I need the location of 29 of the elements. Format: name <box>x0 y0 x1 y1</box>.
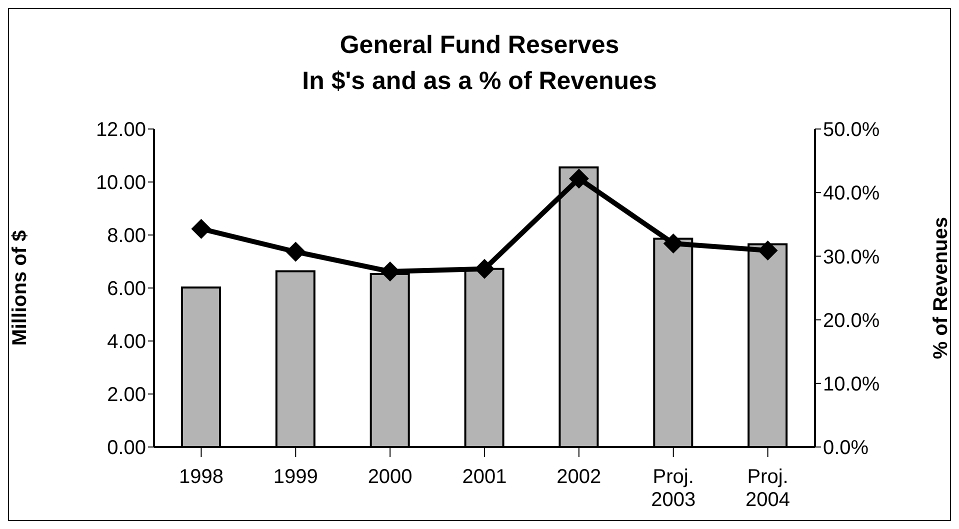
x-tick-label: 2001 <box>462 466 507 488</box>
y-tick-label: 8.00 <box>107 225 146 248</box>
y2-tick-label: 0.0% <box>823 437 869 460</box>
y-tick-label: 10.00 <box>96 172 146 194</box>
y2-tick-label: 30.0% <box>823 246 880 268</box>
point <box>474 258 494 279</box>
point <box>286 242 306 262</box>
y-tick-label: 6.00 <box>107 278 146 300</box>
x-tick-label: 2002 <box>556 466 602 488</box>
y-tick-label: 0.00 <box>107 437 146 460</box>
x-tick-label: Proj. 2004 <box>746 466 790 511</box>
x-tick-label: 2000 <box>368 466 412 488</box>
y2-axis-title: % of Revenues <box>930 216 952 360</box>
y2-tick-label: 10.0% <box>823 374 880 396</box>
y-tick-label: 2.00 <box>107 384 146 406</box>
point <box>758 240 778 260</box>
y-tick-label: 12.00 <box>96 119 146 142</box>
x-tick-label: 1998 <box>178 466 224 488</box>
y2-tick-label: 50.0% <box>823 119 880 142</box>
y2-tick-label: 40.0% <box>823 182 880 205</box>
x-tick-label: Proj. 2003 <box>651 466 696 511</box>
chart-title: General Fund Reserves In $'s and as a % of Revenues <box>301 30 658 97</box>
y-tick-label: 4.00 <box>107 331 146 354</box>
point <box>191 218 212 239</box>
point <box>663 233 684 254</box>
y2-tick-label: 20.0% <box>823 310 880 332</box>
point <box>568 168 589 189</box>
y-axis-title: Millions of $ <box>9 230 32 346</box>
x-tick-label: 1999 <box>273 466 318 488</box>
